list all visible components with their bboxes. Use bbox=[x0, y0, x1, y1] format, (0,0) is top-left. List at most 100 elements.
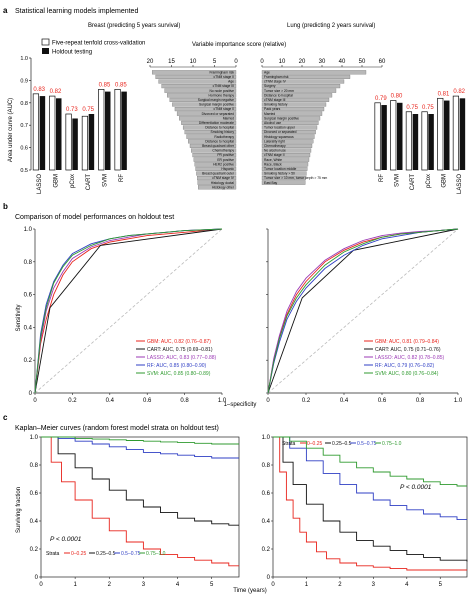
vi-label: Histology other bbox=[212, 185, 235, 189]
vi-bar bbox=[261, 97, 330, 102]
bar-holdout bbox=[397, 102, 403, 170]
breast-roc-chart: 00 0.2 0.2 0.4 0.4 0.6 0.6 0.8 0.8 1.0 1.0 GBM: AUC… bbox=[24, 227, 227, 404]
vi-bar bbox=[161, 84, 237, 89]
vi-bar bbox=[261, 166, 308, 171]
category-label: GBM bbox=[54, 174, 60, 188]
bar-cv bbox=[114, 89, 121, 171]
roc-ylabel: Sensitivity bbox=[16, 304, 22, 331]
vi-label: Distance to hospital bbox=[264, 93, 293, 97]
legend-cv-label: Five-repeat tenfold cross-validation bbox=[52, 41, 145, 47]
bar-value-label: 0.82 bbox=[50, 89, 62, 95]
km-x-tick-label: 1 bbox=[305, 582, 309, 588]
auc-ylabel: Area under curve (AUC) bbox=[8, 98, 14, 162]
vi-bar bbox=[261, 148, 312, 153]
vi-label: Chemotherapy bbox=[212, 149, 234, 153]
bar-value-label: 0.75 bbox=[82, 107, 94, 113]
vi-label: No alcohol use bbox=[264, 149, 286, 153]
vi-bar bbox=[261, 102, 327, 107]
bar-cv bbox=[374, 102, 381, 171]
bar-cv bbox=[452, 95, 460, 171]
vi-label: Race, Black bbox=[264, 162, 282, 166]
km-x-tick-label: 4 bbox=[405, 582, 409, 588]
bar-value-label: 0.75 bbox=[406, 105, 418, 111]
auc-y-tick-label: 0.5 bbox=[20, 168, 28, 174]
category-label: GBM bbox=[442, 174, 448, 188]
km-curve-stratum-2 bbox=[273, 436, 468, 562]
bar-value-label: 0.81 bbox=[438, 91, 450, 97]
vi-x-tick-label: 40 bbox=[339, 59, 346, 65]
vi-label: cTNM stage II bbox=[264, 153, 285, 157]
bar-value-label: 0.73 bbox=[66, 107, 78, 113]
vi-label: Alcohol use bbox=[264, 121, 281, 125]
vi-x-tick-label: 10 bbox=[190, 59, 197, 65]
vi-bar bbox=[261, 84, 341, 89]
vi-bar bbox=[261, 139, 314, 144]
panel-a-letter: a bbox=[3, 6, 8, 15]
bar-holdout bbox=[412, 114, 419, 170]
vi-label: cTNM stage III bbox=[264, 98, 286, 102]
vi-label: Differentiation moderate bbox=[199, 121, 234, 125]
vi-label: Surgical margin negative bbox=[198, 98, 234, 102]
bar-cv bbox=[32, 93, 40, 171]
vi-label: PR positive bbox=[217, 153, 234, 157]
km-x-tick-label: 0 bbox=[39, 582, 43, 588]
lung-roc-chart: 0 0.2 0.4 0.6 0.8 1.0 GBM: AUC, 0.81 (0.79–0.8… bbox=[266, 228, 463, 404]
vi-label: East Bay bbox=[264, 181, 278, 185]
vi-label: Hormone therapy bbox=[209, 93, 235, 97]
vi-bar bbox=[261, 74, 351, 79]
km-y-tick-label: 0.8 bbox=[262, 463, 271, 469]
roc-diagonal bbox=[34, 228, 223, 394]
km-pvalue: P < 0.0001 bbox=[400, 484, 432, 491]
roc-diagonal bbox=[267, 228, 459, 394]
vi-label: Distance to hospital bbox=[205, 126, 234, 130]
vi-label: Framingham risk bbox=[209, 70, 234, 74]
breast-auc-chart: 0.5 0.6 0.7 0.8 0.9 1.0 0.83 LASSO 0.82 GBM 0.73 pC… bbox=[20, 56, 127, 194]
category-label: pCox bbox=[426, 174, 432, 188]
vi-bar bbox=[261, 79, 345, 84]
roc-legend-label: SVM: AUC, 0.85 (0.80–0.89) bbox=[147, 371, 211, 377]
roc-legend-label: GBM: AUC, 0.81 (0.79–0.84) bbox=[375, 339, 439, 345]
bar-cv bbox=[65, 113, 72, 171]
km-legend-label: 0.75–1.0 bbox=[382, 441, 402, 447]
category-label: pCox bbox=[70, 174, 76, 188]
category-label: SVM bbox=[103, 174, 109, 187]
legend-holdout-label: Holdout testing bbox=[52, 50, 92, 56]
vi-bar bbox=[197, 176, 237, 181]
km-y-tick-label: 0.6 bbox=[30, 491, 39, 497]
category-label: RF bbox=[119, 174, 125, 182]
vi-label: Divorced or separated bbox=[264, 130, 297, 134]
km-y-tick-label: 0.6 bbox=[262, 491, 271, 497]
km-legend-label: 0.5–0.75 bbox=[357, 441, 377, 447]
vi-bar bbox=[261, 130, 316, 135]
panel-b-letter: b bbox=[3, 202, 8, 211]
bar-value-label: 0.85 bbox=[115, 82, 127, 88]
vi-label: Chemotherapy bbox=[264, 144, 286, 148]
roc-legend-label: CART: AUC, 0.75 (0.71–0.76) bbox=[375, 347, 441, 353]
roc-x-tick-label: 0.2 bbox=[302, 398, 311, 404]
roc-y-tick-label: 0 bbox=[29, 391, 33, 397]
vi-x-tick-label: 60 bbox=[379, 59, 386, 65]
vi-bar bbox=[172, 102, 237, 107]
bar-holdout bbox=[105, 91, 111, 170]
vi-bar bbox=[261, 70, 367, 75]
lung-km-chart: 0 1 2 3 4 5 0 0.2 0.4 0.6 0.8 1.0 P < 0.0001 Strata 0–… bbox=[262, 435, 468, 588]
bar-value-label: 0.80 bbox=[391, 94, 403, 100]
auc-y-tick-label: 0.6 bbox=[20, 146, 28, 152]
vi-label: Radiotherapy bbox=[214, 135, 234, 139]
km-legend-label: 0.25–0.5 bbox=[332, 441, 352, 447]
vi-bar bbox=[179, 116, 237, 121]
vi-bar bbox=[189, 143, 237, 148]
km-x-tick-label: 3 bbox=[142, 582, 146, 588]
km-curve-stratum-3 bbox=[41, 436, 239, 459]
roc-legend-label: LASSO: AUC, 0.82 (0.78–0.85) bbox=[375, 355, 445, 361]
vi-label: Distance to hospital bbox=[205, 139, 234, 143]
vi-bar bbox=[197, 180, 237, 185]
bar-value-label: 0.75 bbox=[422, 105, 434, 111]
roc-curve-cart bbox=[267, 228, 459, 394]
vi-bar bbox=[184, 130, 237, 135]
roc-legend-label: LASSO: AUC, 0.83 (0.77–0.88) bbox=[147, 355, 217, 361]
roc-curve-cart bbox=[34, 228, 223, 394]
roc-legend-label: RF: AUC, 0.79 (0.76–0.82) bbox=[375, 363, 435, 369]
vi-x-tick-label: 50 bbox=[359, 59, 366, 65]
vi-bar bbox=[151, 70, 237, 75]
